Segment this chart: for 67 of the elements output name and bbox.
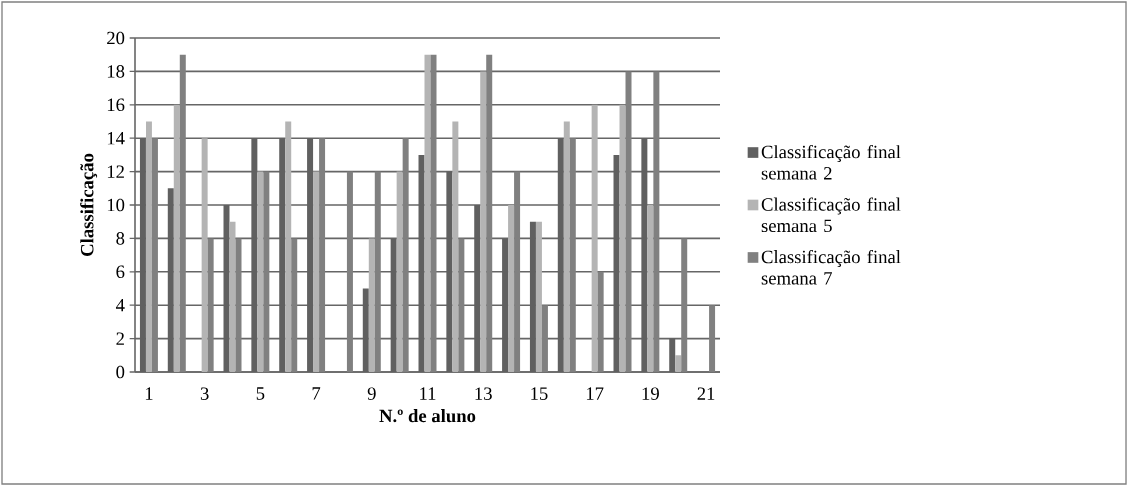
x-tick-label: 15: [531, 387, 548, 400]
legend-label: Classificação final semana 2: [761, 144, 901, 180]
x-tick-label: 1: [145, 387, 153, 400]
legend-label: Classificação final semana 7: [761, 249, 901, 285]
x-tick-label: 11: [420, 387, 436, 400]
bar: [179, 54, 186, 372]
bar: [625, 71, 632, 372]
bar: [319, 138, 326, 372]
y-tick-label: 2: [116, 332, 124, 345]
bar: [458, 238, 465, 372]
y-tick-label: 0: [116, 365, 125, 379]
bar: [151, 138, 158, 372]
bar: [368, 238, 375, 372]
bar: [430, 54, 437, 372]
y-tick-label: 14: [107, 132, 125, 145]
legend-label: Classificação final semana 5: [761, 197, 901, 233]
bar: [402, 138, 409, 372]
y-tick-label: 18: [107, 65, 125, 78]
bar: [285, 121, 292, 372]
y-tick-label: 4: [115, 299, 125, 312]
bar: [591, 104, 598, 372]
y-tick-label: 20: [107, 31, 125, 45]
bar: [207, 238, 214, 372]
bar: [257, 171, 264, 372]
x-tick-label: 17: [586, 387, 604, 400]
y-tick-label: 6: [116, 265, 125, 279]
bar: [291, 238, 298, 372]
bar: [508, 205, 515, 372]
bar: [396, 171, 403, 372]
bar: [374, 171, 381, 372]
bar: [514, 171, 521, 372]
bar: [563, 121, 570, 372]
y-axis-title: Classificação: [80, 153, 98, 256]
bar: [313, 171, 320, 372]
x-tick-label: 9: [367, 387, 376, 400]
bar: [675, 355, 682, 372]
x-tick-label: 21: [697, 387, 715, 400]
bar: [569, 138, 576, 372]
bar: [145, 121, 152, 372]
bar: [229, 221, 236, 372]
bar: [201, 138, 208, 372]
x-tick-label: 3: [200, 387, 209, 400]
bar: [619, 104, 626, 372]
y-tick-label: 16: [107, 98, 125, 112]
bar: [709, 305, 716, 372]
bar: [263, 171, 270, 372]
x-tick-label: 13: [475, 387, 492, 400]
bar: [597, 271, 604, 372]
bar: [452, 121, 459, 372]
bar: [681, 238, 688, 372]
bar: [480, 71, 487, 372]
bar: [653, 71, 660, 372]
bar: [235, 238, 242, 372]
bar: [346, 171, 353, 372]
x-tick-label: 5: [256, 387, 265, 400]
bar: [541, 305, 548, 372]
bar: [486, 54, 493, 372]
y-tick-label: 12: [107, 165, 124, 178]
x-tick-label: 19: [642, 387, 659, 400]
bar: [647, 205, 654, 372]
bar: [424, 54, 431, 372]
y-tick-label: 8: [116, 232, 125, 245]
x-axis-title: N.º de aluno: [379, 409, 476, 423]
bar: [535, 221, 542, 372]
bar: [173, 104, 180, 372]
x-tick-label: 7: [312, 387, 321, 400]
y-tick-label: 10: [107, 198, 125, 212]
